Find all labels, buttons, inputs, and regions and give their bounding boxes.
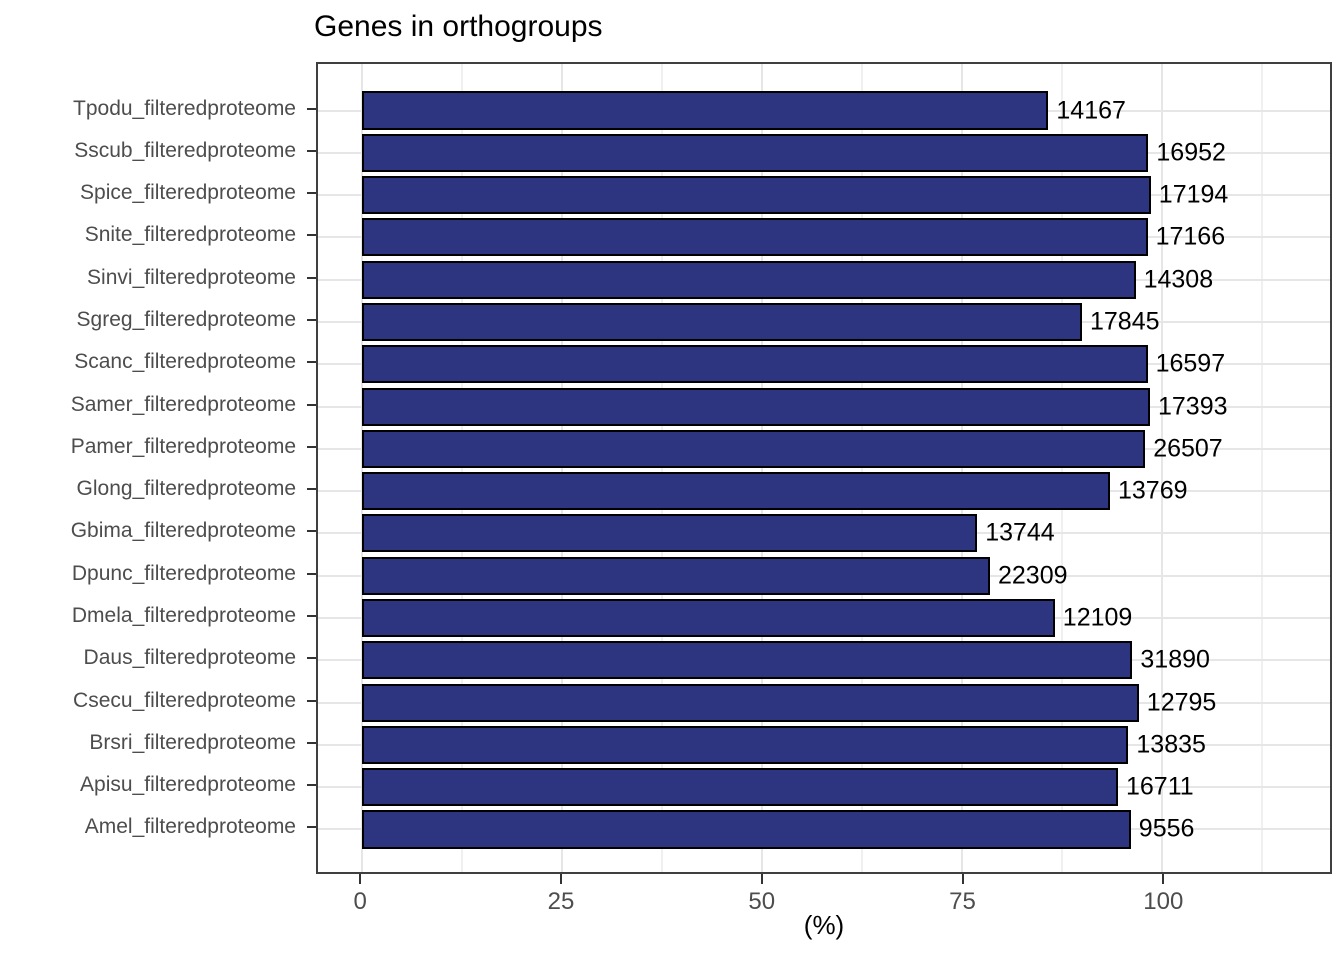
bar	[362, 260, 1136, 299]
y-axis-label: Dpunc_filteredproteome	[71, 561, 296, 585]
y-axis-tick	[307, 403, 316, 406]
x-axis-tick	[961, 874, 964, 884]
gridline-vertical-major	[761, 64, 763, 872]
y-axis-tick	[307, 741, 316, 744]
y-axis-label: Brsri_filteredproteome	[89, 730, 296, 754]
bar-value-label: 22309	[998, 561, 1068, 590]
gridline-vertical-major	[361, 64, 363, 872]
bar-value-label: 16597	[1155, 349, 1226, 378]
y-axis-tick	[307, 192, 316, 195]
bar-value-label: 9556	[1138, 814, 1195, 843]
bar	[362, 598, 1055, 638]
x-axis-tick	[760, 874, 763, 884]
y-axis-tick	[307, 107, 316, 110]
y-axis-tick	[307, 699, 316, 702]
gridline-vertical-major	[961, 64, 963, 872]
y-axis-tick	[307, 572, 316, 575]
y-axis-label: Gbima_filteredproteome	[70, 519, 296, 543]
x-axis-tick-label: 25	[547, 888, 575, 915]
bar-value-label: 13835	[1136, 730, 1206, 759]
x-axis-tick	[559, 874, 562, 884]
y-axis-tick	[307, 318, 316, 321]
y-axis: Tpodu_filteredproteome Sscub_filteredprot…	[0, 62, 316, 874]
bar	[362, 302, 1082, 341]
y-axis-label: Csecu_filteredproteome	[73, 688, 296, 712]
bar	[362, 91, 1049, 130]
bar-value-label: 12109	[1062, 603, 1133, 632]
y-axis-label: Glong_filteredproteome	[76, 477, 296, 501]
bar-value-label: 26507	[1153, 434, 1223, 463]
bar	[362, 218, 1148, 257]
y-axis-label: Tpodu_filteredproteome	[73, 96, 296, 120]
y-axis-label: Snite_filteredproteome	[84, 223, 296, 247]
x-axis: 0 25 50 75 100	[316, 874, 1332, 924]
gridline-vertical-minor	[461, 64, 463, 872]
bar-value-label: 12795	[1146, 688, 1217, 717]
bar	[362, 725, 1129, 764]
gridline-vertical-minor	[661, 64, 663, 872]
y-axis-tick	[307, 149, 316, 152]
bar-value-label: 31890	[1140, 645, 1210, 674]
bar-value-label: 13769	[1118, 476, 1188, 505]
y-axis-tick	[307, 657, 316, 660]
bar	[362, 429, 1146, 468]
bar-value-label: 17845	[1090, 307, 1160, 336]
y-axis-tick	[307, 276, 316, 279]
y-axis-label: Spice_filteredproteome	[80, 181, 296, 205]
bar-value-label: 14308	[1143, 265, 1214, 294]
y-axis-label: Sgreg_filteredproteome	[76, 307, 296, 331]
y-axis-tick	[307, 826, 316, 829]
y-axis-label: Sscub_filteredproteome	[74, 138, 296, 162]
bar-value-label: 16952	[1156, 138, 1226, 167]
x-axis-tick-label: 75	[949, 888, 976, 915]
bar-value-label: 14167	[1056, 96, 1126, 125]
x-axis-tick-label: 50	[748, 888, 776, 915]
x-axis-tick-label: 0	[353, 888, 367, 915]
bar	[362, 387, 1150, 426]
gridline-vertical-major	[1161, 64, 1163, 872]
y-axis-tick	[307, 784, 316, 787]
y-axis-tick	[307, 615, 316, 618]
gridline-vertical-minor	[861, 64, 863, 872]
bar	[362, 472, 1110, 511]
bar-value-label: 13744	[985, 518, 1055, 547]
y-axis-label: Amel_filteredproteome	[84, 815, 296, 839]
x-axis-tick	[359, 874, 362, 884]
y-axis-label: Samer_filteredproteome	[70, 392, 296, 416]
bar	[362, 556, 990, 595]
chart-title: Genes in orthogroups	[314, 10, 603, 43]
y-axis-tick	[307, 488, 316, 491]
x-axis-title: (%)	[803, 910, 845, 940]
bar	[362, 176, 1151, 215]
y-axis-tick	[307, 445, 316, 448]
y-axis-label: Daus_filteredproteome	[83, 646, 296, 670]
y-axis-label: Pamer_filteredproteome	[70, 434, 296, 458]
bar	[362, 641, 1133, 680]
bar-value-label: 17166	[1155, 222, 1226, 251]
plot-panel: 14167 16952 17194 17166 14308 17845 16597 17393…	[316, 62, 1332, 874]
bar	[362, 514, 978, 553]
y-axis-label: Sinvi_filteredproteome	[87, 265, 296, 289]
y-axis-tick	[307, 361, 316, 364]
x-axis-tick	[1162, 874, 1165, 884]
gridline-vertical-major	[561, 64, 563, 872]
bar-value-label: 16711	[1126, 772, 1194, 801]
bar	[362, 683, 1139, 722]
bar-value-label: 17194	[1158, 180, 1229, 209]
bar	[362, 133, 1149, 172]
bar	[362, 345, 1148, 384]
gridline-vertical-minor	[1061, 64, 1063, 872]
x-axis-tick-label: 100	[1143, 888, 1184, 915]
y-axis-label: Dmela_filteredproteome	[71, 604, 296, 628]
y-axis-label: Apisu_filteredproteome	[80, 773, 296, 797]
y-axis-label: Scanc_filteredproteome	[74, 350, 296, 374]
y-axis-tick	[307, 530, 316, 533]
y-axis-tick	[307, 234, 316, 237]
bar-value-label: 17393	[1158, 392, 1228, 421]
bar	[362, 810, 1131, 849]
gridline-vertical-minor	[1261, 64, 1263, 872]
bar	[362, 768, 1118, 807]
